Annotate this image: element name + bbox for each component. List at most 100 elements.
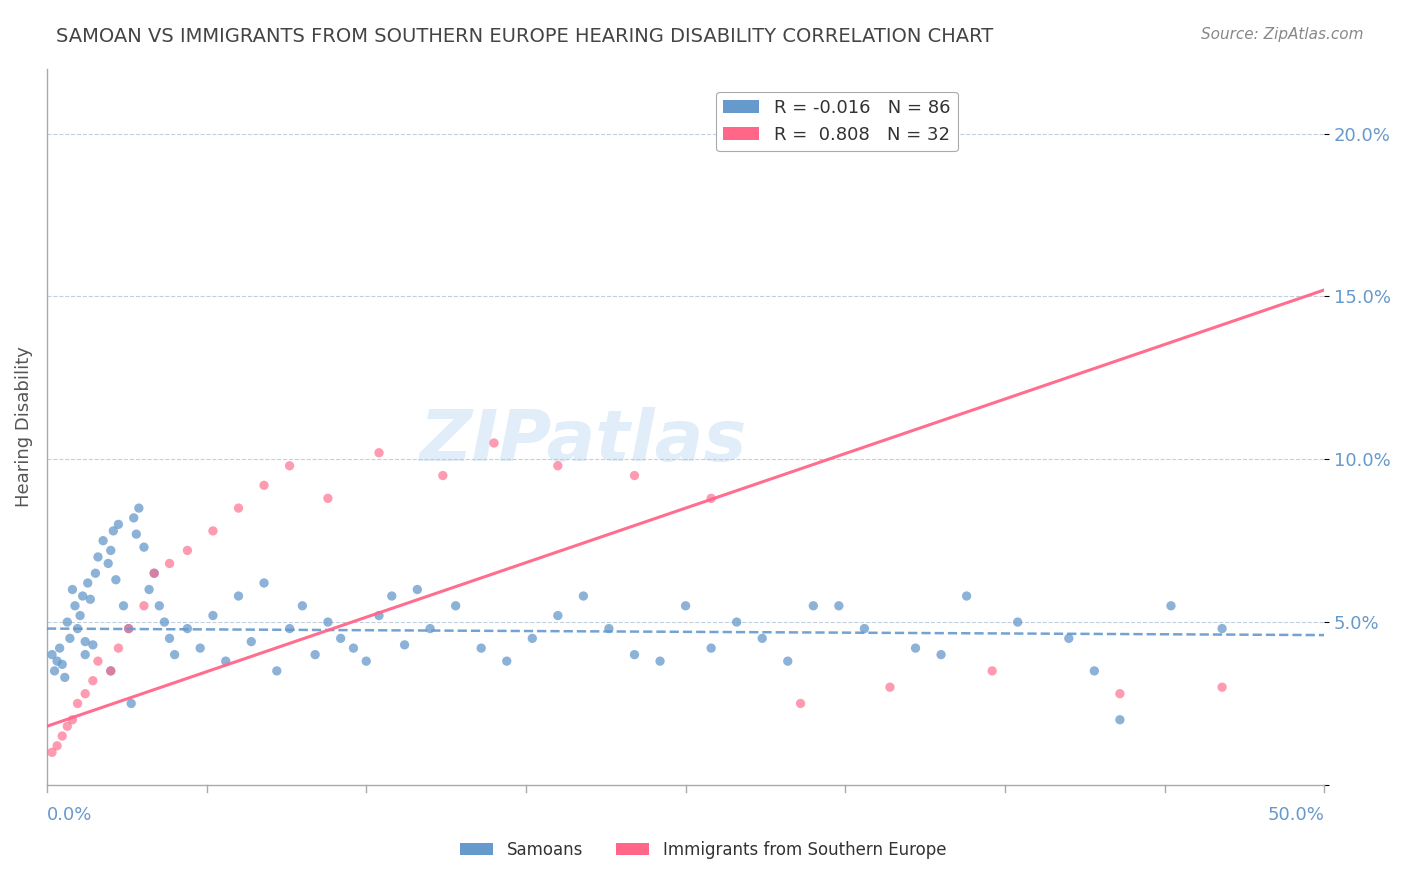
Point: [128, 501, 150, 516]
Point: [97, 557, 120, 571]
Point: [138, 582, 160, 597]
Point: [153, 615, 176, 629]
Point: [329, 632, 352, 646]
Point: [228, 589, 250, 603]
Point: [1160, 599, 1182, 613]
Point: [201, 608, 224, 623]
Point: [62, 582, 84, 597]
Point: [522, 632, 544, 646]
Point: [700, 641, 723, 656]
Point: [240, 634, 263, 648]
Y-axis label: Hearing Disability: Hearing Disability: [15, 346, 32, 508]
Point: [470, 641, 492, 656]
Point: [159, 632, 181, 646]
Point: [75, 687, 97, 701]
Point: [125, 527, 148, 541]
Point: [879, 680, 901, 694]
Point: [104, 573, 127, 587]
Point: [482, 436, 505, 450]
Point: [62, 713, 84, 727]
Point: [432, 468, 454, 483]
Point: [91, 533, 114, 548]
Point: [44, 664, 66, 678]
Point: [368, 446, 391, 460]
Legend: R = -0.016   N = 86, R =  0.808   N = 32: R = -0.016 N = 86, R = 0.808 N = 32: [716, 92, 957, 152]
Point: [51, 657, 73, 672]
Point: [598, 622, 620, 636]
Point: [132, 599, 155, 613]
Point: [117, 622, 139, 636]
Point: [75, 648, 97, 662]
Point: [87, 549, 110, 564]
Point: [1083, 664, 1105, 678]
Point: [72, 589, 94, 603]
Point: [1057, 632, 1080, 646]
Point: [316, 615, 339, 629]
Point: [41, 648, 63, 662]
Point: [100, 664, 122, 678]
Point: [495, 654, 517, 668]
Point: [547, 458, 569, 473]
Text: SAMOAN VS IMMIGRANTS FROM SOUTHERN EUROPE HEARING DISABILITY CORRELATION CHART: SAMOAN VS IMMIGRANTS FROM SOUTHERN EUROP…: [56, 27, 994, 45]
Point: [725, 615, 748, 629]
Point: [46, 739, 69, 753]
Point: [51, 729, 73, 743]
Point: [381, 589, 404, 603]
Text: 50.0%: 50.0%: [1267, 806, 1324, 824]
Point: [623, 468, 645, 483]
Point: [955, 589, 977, 603]
Point: [63, 599, 86, 613]
Point: [79, 592, 101, 607]
Point: [1007, 615, 1029, 629]
Text: ZIPatlas: ZIPatlas: [420, 407, 747, 475]
Point: [215, 654, 238, 668]
Point: [981, 664, 1004, 678]
Point: [1211, 622, 1233, 636]
Point: [163, 648, 186, 662]
Point: [853, 622, 876, 636]
Point: [159, 557, 181, 571]
Point: [132, 540, 155, 554]
Point: [266, 664, 288, 678]
Point: [419, 622, 441, 636]
Point: [56, 719, 79, 733]
Point: [103, 524, 125, 538]
Point: [253, 478, 276, 492]
Point: [547, 608, 569, 623]
Point: [120, 697, 142, 711]
Point: [316, 491, 339, 506]
Point: [66, 622, 89, 636]
Point: [304, 648, 326, 662]
Point: [48, 641, 70, 656]
Point: [368, 608, 391, 623]
Point: [112, 599, 135, 613]
Point: [148, 599, 170, 613]
Legend: Samoans, Immigrants from Southern Europe: Samoans, Immigrants from Southern Europe: [453, 835, 953, 866]
Point: [278, 458, 301, 473]
Text: 0.0%: 0.0%: [46, 806, 93, 824]
Point: [87, 654, 110, 668]
Point: [143, 566, 166, 581]
Point: [751, 632, 773, 646]
Point: [700, 491, 723, 506]
Point: [84, 566, 107, 581]
Point: [776, 654, 799, 668]
Point: [188, 641, 211, 656]
Point: [278, 622, 301, 636]
Point: [143, 566, 166, 581]
Point: [122, 511, 145, 525]
Point: [100, 543, 122, 558]
Point: [623, 648, 645, 662]
Point: [76, 576, 98, 591]
Text: Source: ZipAtlas.com: Source: ZipAtlas.com: [1201, 27, 1364, 42]
Point: [789, 697, 811, 711]
Point: [100, 664, 122, 678]
Point: [929, 648, 952, 662]
Point: [904, 641, 927, 656]
Point: [354, 654, 377, 668]
Point: [253, 576, 276, 591]
Point: [228, 501, 250, 516]
Point: [82, 673, 104, 688]
Point: [801, 599, 824, 613]
Point: [117, 622, 139, 636]
